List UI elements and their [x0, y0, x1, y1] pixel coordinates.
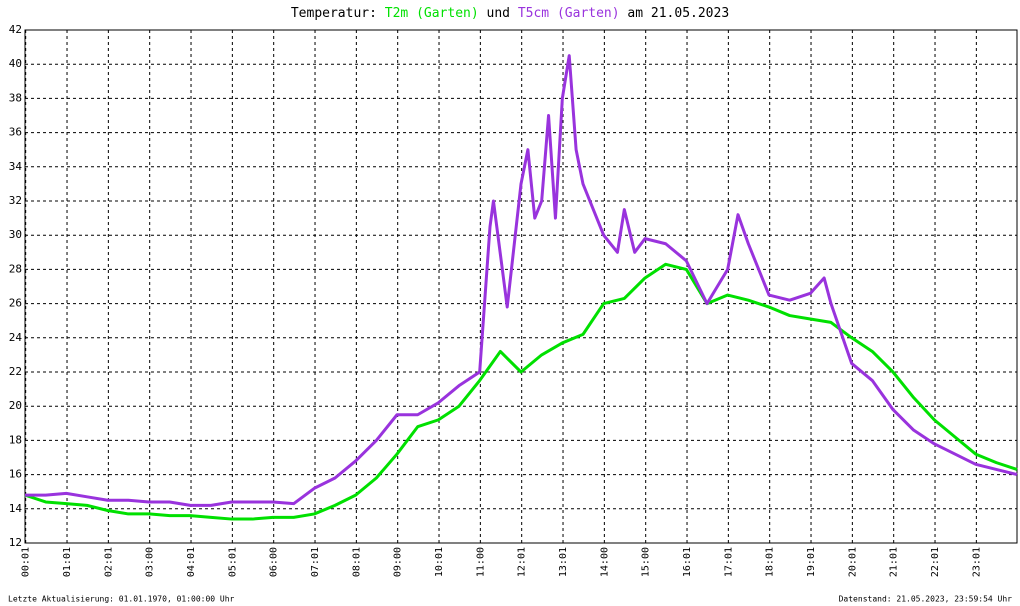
data-line	[25, 54, 1018, 507]
data-line	[24, 262, 1018, 521]
footer-right: Datenstand: 21.05.2023, 23:59:54 Uhr	[839, 595, 1013, 604]
x-tick-label: 23:01	[971, 547, 982, 577]
x-tick-label: 19:01	[806, 547, 817, 577]
title-date: am 21.05.2023	[627, 6, 729, 21]
x-tick-label: 02:01	[103, 547, 114, 577]
legend-entry: T2m (Garten)	[385, 6, 479, 21]
x-tick-label: 01:01	[62, 547, 73, 577]
x-tick-label: 21:01	[889, 547, 900, 577]
y-tick-label: 20	[9, 399, 22, 412]
y-tick-label: 18	[9, 433, 22, 446]
title-prefix: Temperatur:	[291, 6, 377, 21]
x-tick-label: 10:01	[434, 547, 445, 577]
y-tick-label: 24	[9, 331, 23, 344]
x-tick-label: 04:01	[186, 547, 197, 577]
x-tick-label: 03:00	[145, 547, 156, 577]
title-connector: und	[487, 6, 510, 21]
x-tick-label: 00:01	[21, 547, 32, 577]
y-tick-label: 16	[9, 468, 22, 481]
x-tick-label: 17:01	[723, 547, 734, 577]
x-tick-label: 11:00	[475, 547, 486, 577]
x-tick-label: 14:00	[599, 547, 610, 577]
x-tick-label: 15:00	[641, 547, 652, 577]
x-tick-label: 07:01	[310, 547, 321, 577]
x-tick-label: 22:01	[930, 547, 941, 577]
x-tick-label: 08:01	[351, 547, 362, 577]
footer-left: Letzte Aktualisierung: 01.01.1970, 01:00…	[8, 595, 235, 604]
x-tick-label: 06:00	[269, 547, 280, 577]
x-tick-label: 20:01	[847, 547, 858, 577]
x-tick-label: 12:01	[517, 547, 528, 577]
y-tick-label: 26	[9, 297, 22, 310]
x-tick-label: 13:01	[558, 547, 569, 577]
y-tick-label: 42	[9, 23, 22, 36]
x-tick-label: 09:00	[393, 547, 404, 577]
y-tick-label: 28	[9, 262, 22, 275]
y-tick-label: 12	[9, 536, 22, 549]
x-tick-label: 16:01	[682, 547, 693, 577]
y-tick-label: 32	[9, 194, 22, 207]
y-tick-label: 36	[9, 126, 22, 139]
legend-entry: T5cm (Garten)	[518, 6, 620, 21]
y-tick-label: 22	[9, 365, 22, 378]
y-tick-label: 38	[9, 91, 22, 104]
x-tick-label: 18:01	[765, 547, 776, 577]
plot-border	[24, 29, 1018, 544]
x-tick-label: 05:01	[227, 547, 238, 577]
y-tick-label: 14	[9, 502, 23, 515]
y-tick-label: 40	[9, 57, 22, 70]
y-tick-label: 34	[9, 160, 23, 173]
chart-title: Temperatur: T2m (Garten) und T5cm (Garte…	[291, 6, 729, 21]
y-tick-label: 30	[9, 228, 22, 241]
